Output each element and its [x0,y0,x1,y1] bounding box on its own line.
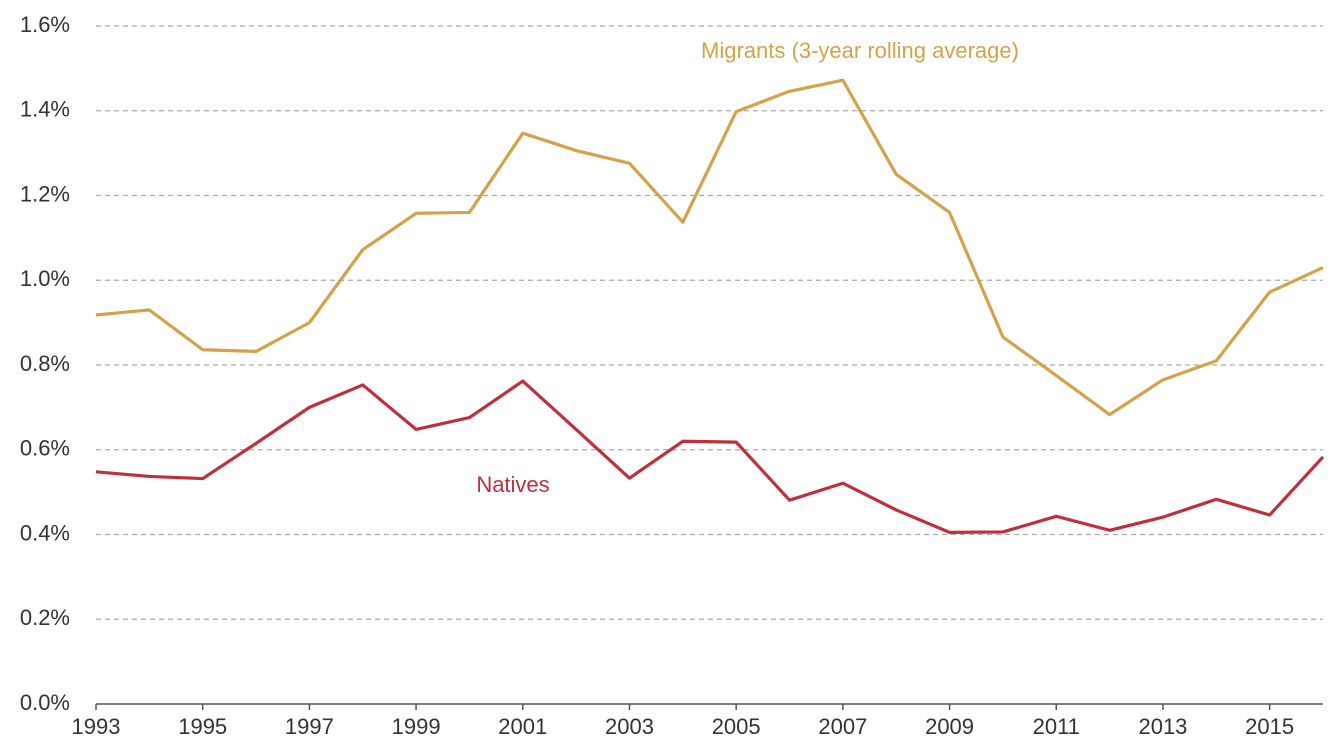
x-tick-label: 2005 [712,714,761,739]
x-tick-label: 2013 [1138,714,1187,739]
x-tick-label: 2003 [605,714,654,739]
y-tick-label: 1.0% [20,266,70,291]
x-tick-label: 2001 [498,714,547,739]
x-tick-label: 2015 [1245,714,1294,739]
y-tick-label: 0.4% [20,520,70,545]
y-tick-label: 1.4% [20,97,70,122]
series-line [95,379,1325,534]
series-label: Natives [476,472,549,497]
y-tick-label: 1.2% [20,181,70,206]
x-tick-label: 2009 [925,714,974,739]
series-line [95,78,1324,417]
x-tick-label: 1993 [72,714,121,739]
y-tick-label: 1.6% [20,12,70,37]
series-label: Migrants (3-year rolling average) [701,38,1019,63]
y-tick-label: 0.6% [20,436,70,461]
y-tick-label: 0.0% [20,690,70,715]
x-tick-label: 1995 [178,714,227,739]
y-tick-label: 0.8% [20,351,70,376]
x-tick-label: 2011 [1033,714,1080,739]
x-tick-label: 2007 [818,714,867,739]
y-tick-label: 0.2% [20,605,70,630]
x-tick-label: 1999 [392,714,441,739]
x-tick-label: 1997 [285,714,334,739]
